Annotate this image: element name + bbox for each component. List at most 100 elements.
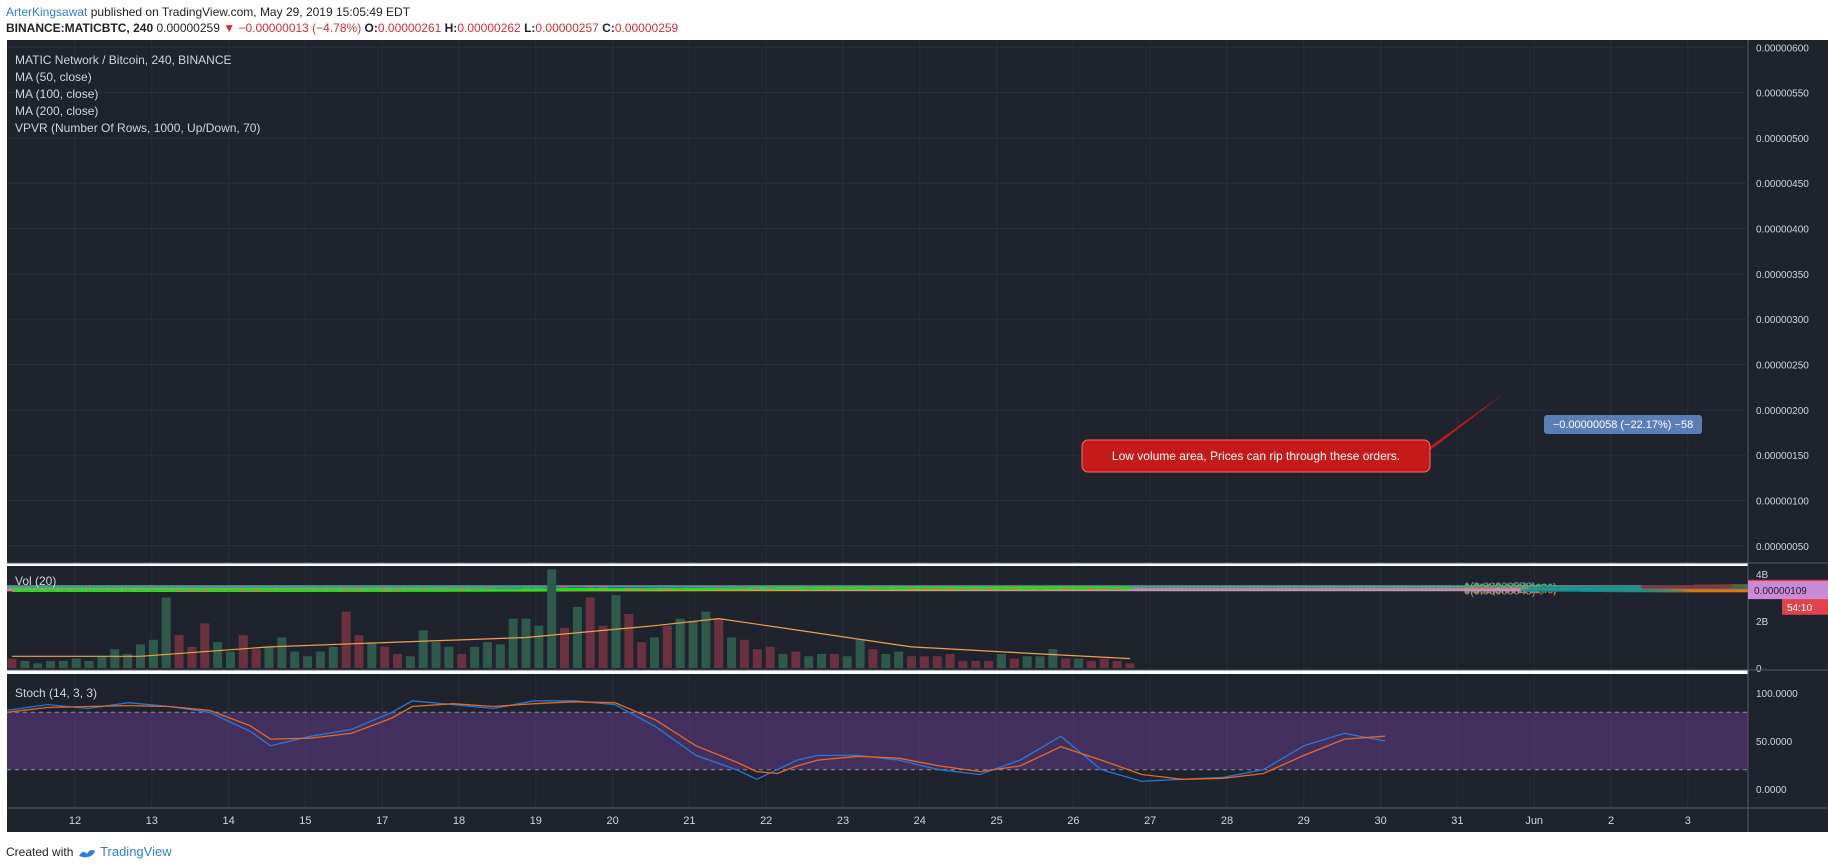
volume-bar (418, 630, 428, 668)
symbol-text: BINANCE:MATICBTC, 240 (6, 21, 154, 35)
y-tick-label: 0.00000200 (1756, 406, 1809, 417)
volume-bar (315, 651, 325, 668)
candle-body (1009, 588, 1019, 590)
candle-body (585, 586, 595, 588)
candle-body (598, 587, 608, 589)
volume-bar (225, 651, 235, 668)
candle-body (932, 588, 942, 590)
stoch-d-line (6, 701, 1386, 780)
candle-body (418, 589, 428, 591)
candle-body (367, 589, 377, 591)
volume-bar (894, 651, 904, 668)
x-tick-label: 23 (837, 815, 849, 827)
y-tick-label: 0.00000100 (1756, 496, 1809, 507)
candle-body (161, 589, 171, 591)
x-tick-label: 28 (1221, 815, 1233, 827)
x-tick-label: 20 (606, 815, 618, 827)
volume-bar (650, 637, 659, 668)
x-tick-label: 26 (1067, 815, 1079, 827)
candle-body (637, 588, 647, 590)
y-tick-label: 0.00000300 (1756, 315, 1809, 326)
candle-body (495, 588, 505, 590)
time-axis (7, 808, 1748, 832)
candle-body (1112, 588, 1122, 590)
indicator-legend: MA (200, close) (15, 104, 98, 118)
volume-bar (1112, 660, 1122, 668)
candle-body (174, 589, 184, 591)
author-link[interactable]: ArterKingsawat (6, 5, 88, 19)
volume-bar (1022, 656, 1032, 668)
candle-body (187, 589, 197, 591)
volume-bar (1074, 658, 1084, 668)
volume-bar (200, 623, 210, 668)
x-tick-label: 18 (453, 815, 465, 827)
vp-row-down (1731, 584, 1748, 588)
candle-body (33, 590, 43, 592)
volume-bar (238, 635, 248, 668)
y-tick-label: 0.00000550 (1756, 89, 1809, 100)
candle-body (714, 587, 724, 589)
volume-bar (1086, 660, 1096, 668)
candle-body (842, 588, 852, 590)
candle-body (444, 588, 454, 590)
volume-bar (996, 653, 1006, 668)
volume-bar (919, 656, 929, 668)
main-panel (7, 40, 1748, 563)
candle-body (58, 590, 68, 592)
volume-bar (328, 646, 338, 668)
volume-bar (110, 649, 120, 668)
volume-bar (1048, 649, 1058, 668)
volume-bar (752, 649, 762, 668)
volume-bar (71, 658, 81, 668)
volume-bar (1099, 658, 1109, 668)
volume-bar (881, 653, 891, 668)
y-tick-label: 0.00000450 (1756, 179, 1809, 190)
tradingview-link[interactable]: TradingView (100, 844, 172, 859)
candle-body (136, 590, 145, 592)
volume-bar (187, 646, 197, 668)
chart-title: MATIC Network / Bitcoin, 240, BINANCE (15, 53, 232, 67)
volume-bar (765, 646, 775, 668)
y-tick-label: 0.00000150 (1756, 451, 1809, 462)
candle-body (225, 590, 235, 592)
candle-body (572, 586, 582, 588)
volume-bar (251, 649, 261, 668)
volume-bar (984, 660, 994, 668)
volume-bar (1125, 663, 1135, 668)
y-tick-label: 0.00000250 (1756, 360, 1809, 371)
volume-bar (495, 644, 505, 668)
candle-body (662, 588, 672, 590)
candle-body (624, 587, 634, 589)
volume-bar (123, 653, 133, 668)
candle-body (688, 587, 698, 589)
candle-body (315, 589, 325, 591)
volume-ma-line (12, 617, 1131, 660)
countdown-tag-bg (1782, 598, 1828, 615)
annotation-box (1081, 439, 1431, 473)
candle-body (521, 587, 531, 589)
candle-body (354, 589, 364, 591)
candle-body (238, 590, 248, 592)
volume-bar (84, 660, 94, 668)
volume-bar (97, 656, 107, 668)
volume-bar (945, 653, 955, 668)
countdown-tag: 54:10 (1787, 603, 1812, 614)
stoch-y-tick: 0.0000 (1756, 785, 1787, 796)
volume-bar (868, 649, 878, 668)
x-tick-label: 12 (69, 815, 81, 827)
candle-body (1035, 588, 1045, 590)
volume-y-tick: 4B (1756, 570, 1769, 581)
tradingview-logo-icon (78, 849, 95, 858)
volume-bar (598, 625, 608, 668)
y-tick-label: 0.00000350 (1756, 270, 1809, 281)
change-text: ▼ −0.00000013 (−4.78%) (223, 21, 362, 35)
volume-bar (174, 635, 184, 668)
candle-body (97, 590, 107, 592)
candle-body (470, 588, 480, 590)
vp-row-up (1593, 586, 1671, 590)
candle-body (431, 588, 441, 590)
volume-bar (675, 618, 685, 668)
candle-body (650, 588, 659, 590)
low-value: 0.00000257 (535, 21, 599, 35)
